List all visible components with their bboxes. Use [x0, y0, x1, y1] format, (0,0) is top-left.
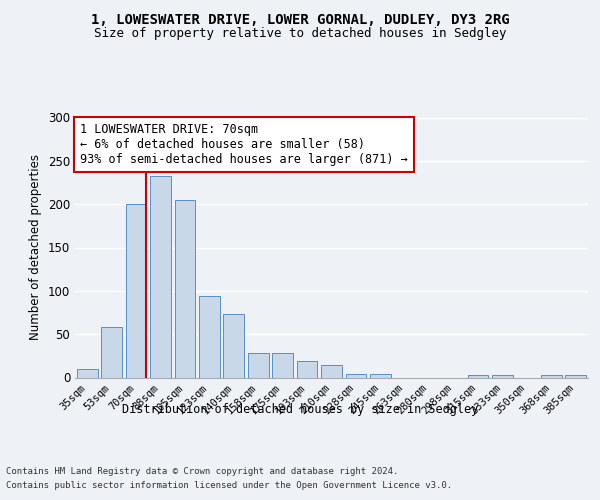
- Bar: [223, 314, 244, 378]
- Bar: [101, 327, 122, 378]
- Bar: [346, 374, 367, 378]
- Bar: [199, 296, 220, 378]
- Bar: [321, 366, 342, 378]
- Text: 1 LOWESWATER DRIVE: 70sqm
← 6% of detached houses are smaller (58)
93% of semi-d: 1 LOWESWATER DRIVE: 70sqm ← 6% of detach…: [80, 122, 408, 166]
- Text: Contains public sector information licensed under the Open Government Licence v3: Contains public sector information licen…: [6, 481, 452, 490]
- Bar: [370, 374, 391, 378]
- Bar: [541, 375, 562, 378]
- Text: Contains HM Land Registry data © Crown copyright and database right 2024.: Contains HM Land Registry data © Crown c…: [6, 468, 398, 476]
- Bar: [565, 375, 586, 378]
- Y-axis label: Number of detached properties: Number of detached properties: [29, 154, 43, 340]
- Text: Distribution of detached houses by size in Sedgley: Distribution of detached houses by size …: [122, 402, 478, 415]
- Text: Size of property relative to detached houses in Sedgley: Size of property relative to detached ho…: [94, 28, 506, 40]
- Bar: [125, 204, 146, 378]
- Bar: [492, 375, 513, 378]
- Bar: [272, 353, 293, 378]
- Bar: [248, 353, 269, 378]
- Bar: [175, 200, 196, 378]
- Bar: [77, 369, 98, 378]
- Text: 1, LOWESWATER DRIVE, LOWER GORNAL, DUDLEY, DY3 2RG: 1, LOWESWATER DRIVE, LOWER GORNAL, DUDLE…: [91, 12, 509, 26]
- Bar: [296, 361, 317, 378]
- Bar: [150, 176, 171, 378]
- Bar: [467, 375, 488, 378]
